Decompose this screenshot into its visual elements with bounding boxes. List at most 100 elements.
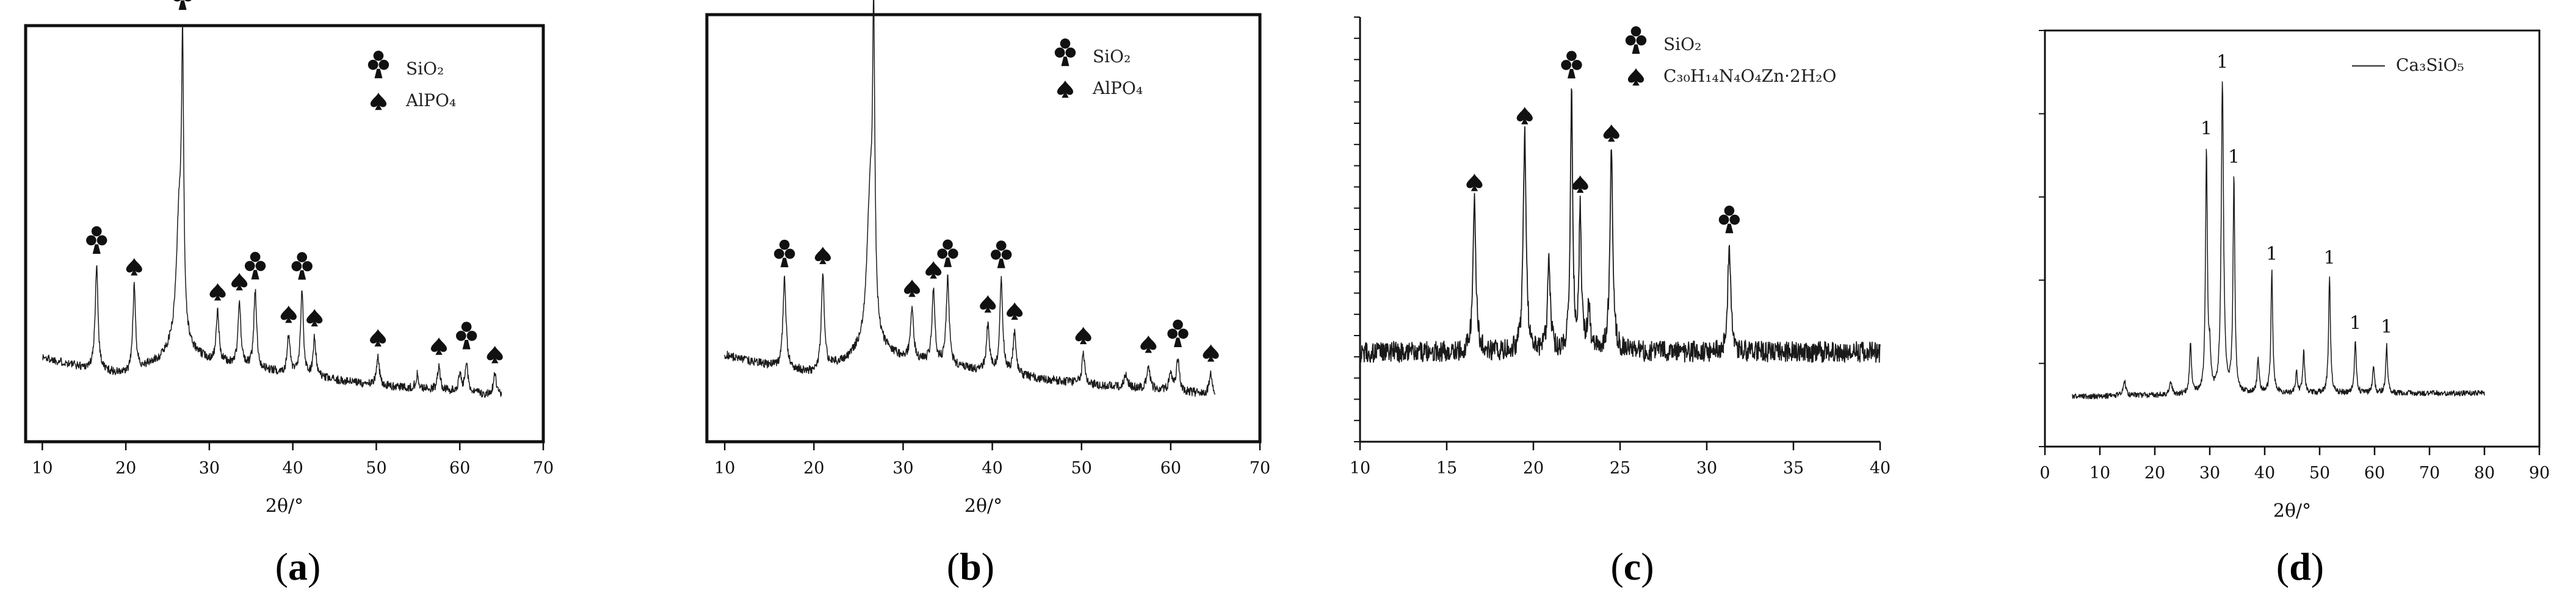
x-tick-label: 80	[2474, 464, 2495, 483]
phase-peak-marker	[231, 273, 248, 290]
legend-symbol	[370, 92, 387, 110]
xrd-pattern-line	[724, 0, 1216, 397]
panel-caption: (b)	[947, 545, 994, 588]
legend-symbol	[367, 51, 389, 79]
legend-symbol	[1054, 38, 1076, 67]
x-axis-label: 2θ/°	[2273, 500, 2311, 522]
legend-symbol	[1627, 68, 1644, 86]
x-tick-label: 60	[449, 459, 470, 478]
sio2-peak-marker	[244, 251, 266, 280]
x-tick-label: 50	[1071, 459, 1092, 478]
sio2-peak-marker	[1167, 319, 1189, 348]
chart-panel-c: 10 15 20 25 30 35 40 SiO₂ C₃₀H₁₄N₄O₄Zn·2H₂O	[1350, 16, 1890, 478]
phase-peak-marker	[1572, 175, 1588, 193]
sio2-peak-marker	[773, 239, 795, 268]
chart-panel-a: 10 20 30 40 50 60 70 2θ/° SiO₂ AlPO₄	[24, 0, 554, 517]
chart-panel-b: 10 20 30 40 50 60 70 2θ/° SiO₂ AlPO₄	[705, 0, 1270, 517]
ca3sio5-peak-marker: 1	[2324, 247, 2335, 268]
xrd-pattern-line	[2072, 81, 2485, 400]
legend-label: AlPO₄	[405, 90, 456, 110]
legend-label: SiO₂	[1663, 34, 1701, 54]
x-tick-label: 70	[2419, 464, 2440, 483]
x-tick-label: 60	[2364, 464, 2385, 483]
x-tick-label: 15	[1436, 459, 1457, 478]
phase-peak-marker	[487, 345, 503, 364]
x-tick-label: 70	[533, 459, 554, 478]
phase-peak-marker	[1007, 302, 1023, 320]
x-axis-label: 2θ/°	[964, 495, 1002, 517]
x-tick-label: 0	[2039, 464, 2050, 483]
phase-peak-marker	[1140, 335, 1157, 353]
x-tick-label: 20	[115, 459, 136, 478]
x-tick-label: 20	[1523, 459, 1544, 478]
legend-label: SiO₂	[1093, 46, 1131, 67]
x-tick-label: 60	[1160, 459, 1181, 478]
phase-peak-marker	[1603, 124, 1619, 142]
legend-label: Ca₃SiO₅	[2396, 55, 2464, 75]
legend-label: SiO₂	[406, 59, 444, 79]
sio2-peak-marker	[1718, 205, 1740, 234]
x-tick-label: 40	[982, 459, 1002, 478]
sio2-peak-marker	[1561, 51, 1582, 79]
plot-frame	[24, 24, 545, 444]
x-tick-label: 20	[2144, 464, 2165, 483]
phase-peak-marker	[1516, 107, 1533, 124]
phase-peak-marker	[209, 282, 226, 301]
panel-caption: (d)	[2276, 545, 2324, 588]
x-tick-label: 70	[1250, 459, 1270, 478]
x-tick-label: 50	[2309, 464, 2330, 483]
ca3sio5-peak-marker: 1	[2350, 313, 2361, 334]
phase-peak-marker	[1075, 326, 1091, 345]
panel-caption: (c)	[1610, 545, 1654, 588]
sio2-peak-marker	[173, 0, 192, 10]
ca3sio5-peak-marker: 1	[2216, 51, 2228, 73]
x-tick-label: 30	[892, 459, 913, 478]
x-tick-label: 25	[1610, 459, 1630, 478]
phase-peak-marker	[814, 246, 831, 264]
sio2-peak-marker	[991, 240, 1012, 268]
x-tick-label: 40	[1870, 459, 1890, 478]
phase-peak-marker	[925, 261, 942, 279]
x-tick-label: 10	[1350, 459, 1370, 478]
x-axis-label: 2θ/°	[266, 495, 303, 517]
x-tick-label: 30	[199, 459, 220, 478]
sio2-peak-marker	[291, 252, 313, 280]
phase-peak-marker	[1203, 344, 1219, 362]
legend-label: AlPO₄	[1092, 78, 1143, 98]
x-tick-label: 40	[2254, 464, 2275, 483]
phase-peak-marker	[430, 337, 447, 355]
xrd-pattern-line	[42, 25, 502, 398]
sio2-peak-marker	[86, 226, 107, 254]
plot-frame	[2044, 29, 2541, 448]
panel-caption: (a)	[275, 545, 321, 588]
ca3sio5-peak-marker: 1	[2228, 146, 2240, 168]
x-tick-label: 40	[282, 459, 303, 478]
ca3sio5-peak-marker: 1	[2266, 243, 2278, 265]
sio2-peak-marker	[456, 322, 477, 350]
legend-label: C₃₀H₁₄N₄O₄Zn·2H₂O	[1663, 66, 1836, 86]
phase-peak-marker	[980, 295, 996, 313]
phase-peak-marker	[1466, 173, 1483, 192]
x-tick-label: 30	[1696, 459, 1717, 478]
x-tick-label: 50	[366, 459, 386, 478]
x-tick-label: 30	[2199, 464, 2220, 483]
phase-peak-marker	[370, 329, 386, 347]
sio2-peak-marker	[937, 239, 958, 267]
phase-peak-marker	[306, 309, 323, 326]
xrd-pattern-line	[1359, 88, 1881, 363]
x-tick-label: 10	[714, 459, 735, 478]
phase-peak-marker	[280, 305, 297, 323]
x-tick-label: 90	[2529, 464, 2550, 483]
x-tick-label: 20	[803, 459, 824, 478]
phase-peak-marker	[903, 279, 921, 297]
ca3sio5-peak-marker: 1	[2381, 317, 2392, 338]
ca3sio5-peak-marker: 1	[2201, 118, 2212, 139]
legend-symbol	[1625, 26, 1647, 54]
plot-frame	[705, 13, 1262, 444]
x-tick-label: 35	[1783, 459, 1804, 478]
legend-symbol	[1057, 80, 1074, 98]
x-tick-label: 10	[32, 459, 52, 478]
phase-peak-marker	[126, 257, 142, 276]
